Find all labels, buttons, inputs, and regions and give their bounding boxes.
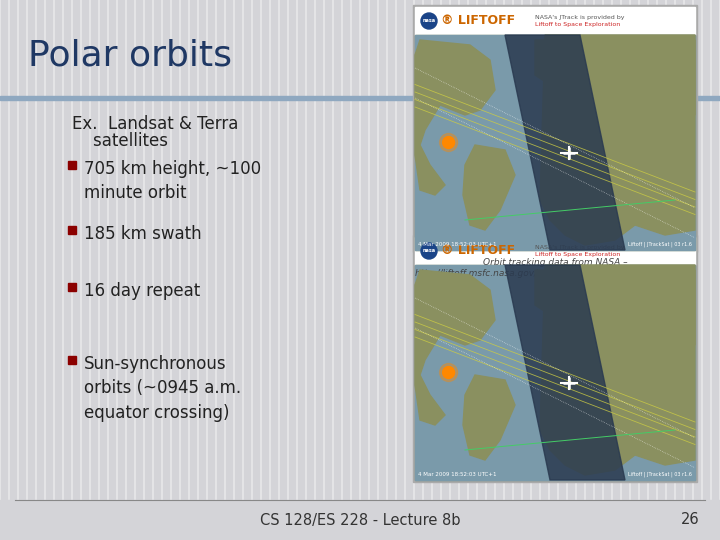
Text: Liftoff to Space Exploration: Liftoff to Space Exploration	[535, 22, 620, 27]
Text: 705 km height, ~100
minute orbit: 705 km height, ~100 minute orbit	[84, 160, 261, 202]
Text: Sun-synchronous
orbits (~0945 a.m.
equator crossing): Sun-synchronous orbits (~0945 a.m. equat…	[84, 355, 241, 422]
Text: nasa: nasa	[423, 248, 436, 253]
Text: satellites: satellites	[72, 132, 168, 150]
Text: Liftoff to Space Exploration: Liftoff to Space Exploration	[535, 252, 620, 257]
Text: 4 Mar 2009 18:52:03 UTC+1: 4 Mar 2009 18:52:03 UTC+1	[418, 242, 497, 247]
Text: CS 128/ES 228 - Lecture 8b: CS 128/ES 228 - Lecture 8b	[260, 512, 460, 528]
Circle shape	[443, 137, 454, 148]
Polygon shape	[540, 35, 695, 245]
Polygon shape	[535, 270, 695, 355]
Bar	[415, 35, 695, 250]
Bar	[415, 237, 695, 265]
Circle shape	[440, 363, 458, 381]
Polygon shape	[463, 145, 515, 230]
Bar	[415, 265, 695, 480]
Bar	[415, 35, 695, 250]
Text: 16 day repeat: 16 day repeat	[84, 282, 200, 300]
Text: NASA's JTrack is provided by: NASA's JTrack is provided by	[535, 15, 624, 20]
Text: 26: 26	[681, 512, 700, 528]
Text: http://liftoff.msfc.nasa.gov/realtime/JTrack/eos.html, 5 Mar '09: http://liftoff.msfc.nasa.gov/realtime/JT…	[415, 269, 695, 278]
Text: ® LIFTOFF: ® LIFTOFF	[441, 14, 515, 26]
Text: nasa: nasa	[423, 18, 436, 24]
Circle shape	[421, 243, 437, 259]
Text: Orbit tracking data from NASA –: Orbit tracking data from NASA –	[482, 258, 627, 267]
Circle shape	[440, 133, 458, 152]
Polygon shape	[505, 35, 625, 250]
Polygon shape	[535, 40, 695, 125]
Text: 185 km swath: 185 km swath	[84, 225, 202, 243]
Polygon shape	[505, 265, 625, 480]
Text: Polar orbits: Polar orbits	[28, 38, 232, 72]
Bar	[0, 500, 720, 540]
Bar	[68, 226, 76, 234]
Bar	[0, 96, 720, 100]
Polygon shape	[415, 270, 495, 425]
Bar	[415, 7, 695, 35]
Text: Ex.  Landsat & Terra: Ex. Landsat & Terra	[72, 115, 238, 133]
Bar	[415, 265, 695, 480]
Text: ® LIFTOFF: ® LIFTOFF	[441, 244, 515, 256]
Polygon shape	[540, 265, 695, 475]
Text: NASA's JTrack is provided by: NASA's JTrack is provided by	[535, 245, 624, 250]
Bar	[68, 161, 76, 169]
Text: Liftoff | JTrackSat | 03 r1.6: Liftoff | JTrackSat | 03 r1.6	[628, 241, 692, 247]
Polygon shape	[463, 375, 515, 460]
Circle shape	[421, 13, 437, 29]
Polygon shape	[415, 40, 495, 195]
Text: 4 Mar 2009 18:52:03 UTC+1: 4 Mar 2009 18:52:03 UTC+1	[418, 472, 497, 477]
Bar	[68, 283, 76, 291]
Bar	[413, 5, 697, 252]
Bar	[413, 235, 697, 482]
Circle shape	[443, 367, 454, 379]
Text: Liftoff | JTrackSat | 03 r1.6: Liftoff | JTrackSat | 03 r1.6	[628, 471, 692, 477]
Bar	[68, 356, 76, 364]
